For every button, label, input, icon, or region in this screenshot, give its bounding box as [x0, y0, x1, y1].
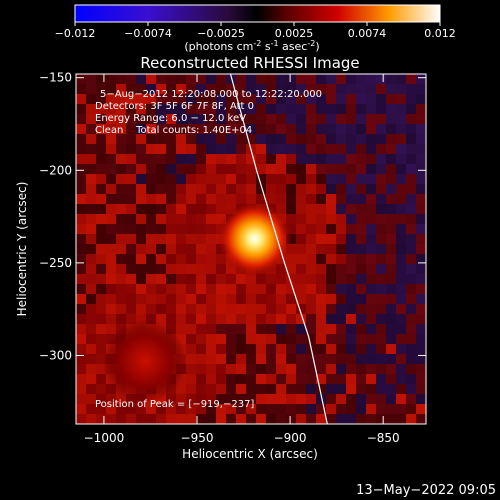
peak-position-label: Position of Peak = [−919,−237]	[95, 399, 254, 410]
colorbar-tick-label: −0.0074	[124, 27, 172, 40]
secondary-source	[102, 319, 187, 404]
heatmap-image	[76, 74, 426, 424]
x-axis-label: Heliocentric X (arcsec)	[182, 447, 318, 461]
plot-frame	[75, 73, 427, 425]
y-tick-label: −300	[39, 348, 72, 362]
annotation-clean-counts: Clean Total counts: 1.40E+04	[95, 125, 252, 136]
colorbar-tick-label: −0.0025	[197, 27, 245, 40]
x-tick-label: −900	[274, 431, 307, 445]
colorbar-tick-label: 0.0025	[275, 27, 314, 40]
annotation-energy-range: Energy Range: 6.0 − 12.0 keV	[95, 113, 246, 124]
y-tick-label: −200	[39, 163, 72, 177]
colorbar-units: (photons cm-2 s-1 asec-2)	[184, 39, 319, 53]
footer-date: 13−May−2022 09:05	[356, 483, 496, 498]
colorbar-tick-label: 0.012	[424, 27, 456, 40]
annotation-time-range: 5−Aug−2012 12:20:08.000 to 12:22:20.000	[100, 89, 322, 100]
x-tick-label: −950	[181, 431, 214, 445]
peak-source	[216, 200, 293, 277]
chart-title: Reconstructed RHESSI Image	[140, 54, 359, 72]
y-tick-label: −250	[39, 256, 72, 270]
annotation-detectors: Detectors: 3F 5F 6F 7F 8F, Att 0	[95, 101, 254, 112]
solar-limb-line	[229, 74, 328, 424]
x-tick-label: −850	[367, 431, 400, 445]
colorbar-tick-label: −0.012	[55, 27, 96, 40]
colorbar-tick-label: 0.0074	[348, 27, 387, 40]
colorbar-ticks: −0.012 −0.0074 −0.0025 0.0025 0.0074 0.012	[55, 22, 456, 40]
y-tick-label: −150	[39, 71, 72, 85]
x-tick-label: −1000	[84, 431, 125, 445]
y-axis-label: Heliocentric Y (arcsec)	[15, 182, 29, 317]
colorbar	[74, 4, 441, 23]
axis-ticks: −1000 −950 −900 −850 −150 −200 −250 −300	[39, 71, 426, 445]
